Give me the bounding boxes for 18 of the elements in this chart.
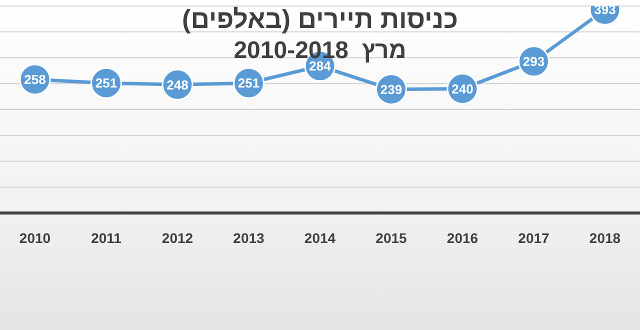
x-tick-label: 2011 [91,230,122,246]
x-tick-label: 2018 [589,230,621,246]
data-label: 284 [309,58,332,74]
data-label: 248 [166,77,188,92]
data-label: 240 [452,81,474,96]
x-tick-label: 2012 [162,230,194,246]
x-tick-label: 2013 [233,230,265,246]
x-tick-label: 2016 [446,230,478,246]
data-label: 258 [24,72,46,88]
data-label: 251 [95,76,118,91]
x-tick-label: 2014 [304,230,336,246]
data-label: 239 [380,82,402,97]
data-label: 293 [522,54,545,69]
x-tick-label: 2010 [19,230,51,246]
chart-title: כניסות תיירים (באלפים) [182,4,458,34]
data-label: 251 [238,76,260,91]
x-tick-label: 2015 [376,230,408,246]
x-tick-label: 2017 [518,230,550,246]
